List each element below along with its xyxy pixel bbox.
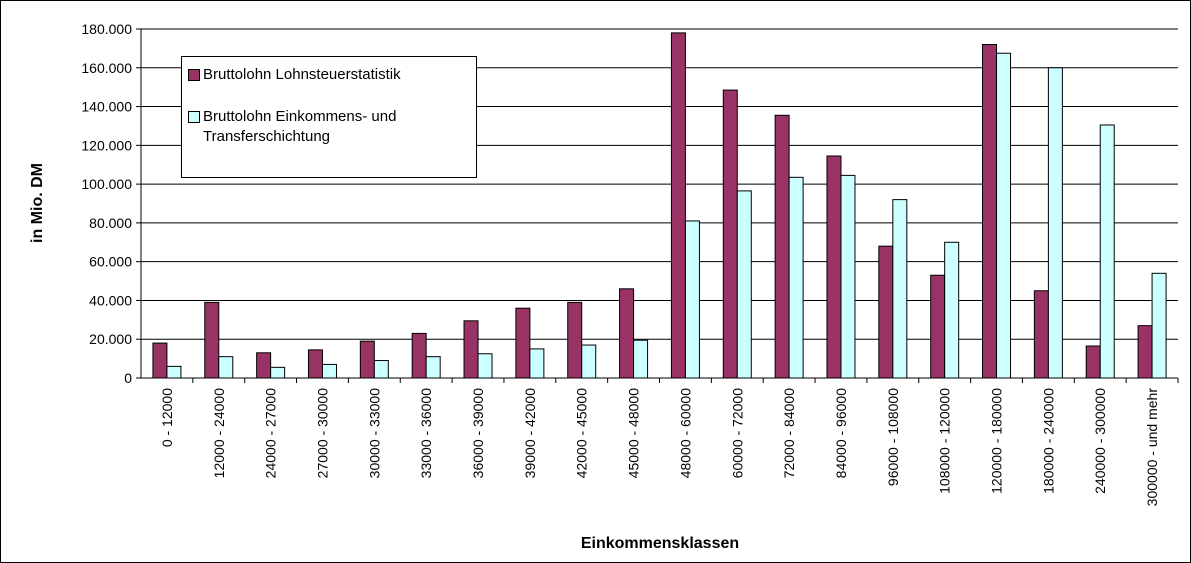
- x-tick-label: 60000 - 72000: [729, 388, 745, 479]
- legend: Bruttolohn Lohnsteuerstatistik Bruttolohn…: [181, 56, 477, 178]
- bar: [1099, 124, 1115, 379]
- x-tick-label: 300000 - und mehr: [1144, 388, 1160, 507]
- bar: [166, 365, 182, 379]
- bar: [774, 114, 790, 379]
- bar: [684, 220, 700, 379]
- y-tick-label: 0: [124, 370, 132, 386]
- bar: [411, 332, 427, 379]
- bar: [982, 44, 998, 379]
- bar: [826, 155, 842, 379]
- bar: [256, 352, 272, 379]
- y-tick-label: 40.000: [89, 292, 132, 308]
- x-tick-label: 240000 - 300000: [1092, 388, 1108, 494]
- bar: [477, 353, 493, 379]
- y-tick-label: 20.000: [89, 331, 132, 347]
- bar: [892, 199, 908, 379]
- legend-label: Bruttolohn Lohnsteuerstatistik: [203, 66, 401, 83]
- bar: [944, 241, 960, 379]
- bar: [788, 176, 804, 379]
- bar: [463, 320, 479, 379]
- bar: [996, 52, 1012, 379]
- bar: [878, 245, 894, 379]
- x-tick-label: 120000 - 180000: [989, 388, 1005, 494]
- x-tick-label: 27000 - 30000: [314, 388, 330, 479]
- bar: [840, 174, 856, 379]
- bar: [307, 349, 323, 379]
- x-tick-label: 108000 - 120000: [937, 388, 953, 494]
- y-tick-label: 160.000: [81, 60, 132, 76]
- bar: [930, 274, 946, 379]
- bar: [152, 342, 168, 379]
- x-tick-label: 42000 - 45000: [574, 388, 590, 479]
- bar: [567, 301, 583, 379]
- bar: [218, 356, 234, 379]
- bar: [1033, 290, 1049, 379]
- bar: [633, 339, 649, 379]
- legend-item: Bruttolohn Einkommens- und Transferschic…: [188, 107, 470, 147]
- x-tick-label: 84000 - 96000: [833, 388, 849, 479]
- bar: [529, 348, 545, 379]
- x-tick-label: 48000 - 60000: [677, 388, 693, 479]
- bar: [736, 190, 752, 379]
- legend-swatch: [188, 111, 200, 123]
- bar: [722, 89, 738, 379]
- bar: [515, 307, 531, 379]
- x-tick-label: 45000 - 48000: [626, 388, 642, 479]
- x-tick-label: 180000 - 240000: [1040, 388, 1056, 494]
- bar: [373, 360, 389, 379]
- legend-label: Bruttolohn Einkommens- und Transferschic…: [203, 108, 397, 145]
- x-axis-title: Einkommensklassen: [581, 535, 739, 552]
- y-tick-label: 140.000: [81, 99, 132, 115]
- bar: [204, 301, 220, 379]
- y-tick-label: 100.000: [81, 176, 132, 192]
- y-tick-label: 80.000: [89, 215, 132, 231]
- y-tick-label: 180.000: [81, 21, 132, 37]
- x-tick-label: 96000 - 108000: [885, 388, 901, 486]
- bar: [425, 356, 441, 379]
- x-tick-label: 39000 - 42000: [522, 388, 538, 479]
- legend-item: Bruttolohn Lohnsteuerstatistik: [188, 65, 470, 85]
- bar: [359, 340, 375, 379]
- x-tick-label: 36000 - 39000: [470, 388, 486, 479]
- bar: [1151, 272, 1167, 379]
- bar: [321, 363, 337, 379]
- bar: [1085, 345, 1101, 379]
- y-tick-label: 60.000: [89, 254, 132, 270]
- bar: [619, 288, 635, 379]
- bar: [670, 32, 686, 379]
- x-tick-label: 30000 - 33000: [366, 388, 382, 479]
- y-axis-title: in Mio. DM: [29, 163, 46, 243]
- x-tick-label: 24000 - 27000: [263, 388, 279, 479]
- bar: [1047, 67, 1063, 379]
- bar: [581, 344, 597, 379]
- y-tick-label: 120.000: [81, 137, 132, 153]
- bar: [270, 366, 286, 379]
- bar: [1137, 325, 1153, 379]
- x-tick-label: 0 - 12000: [159, 388, 175, 447]
- x-tick-label: 33000 - 36000: [418, 388, 434, 479]
- x-tick-label: 12000 - 24000: [211, 388, 227, 479]
- legend-swatch: [188, 69, 200, 81]
- x-tick-label: 72000 - 84000: [781, 388, 797, 479]
